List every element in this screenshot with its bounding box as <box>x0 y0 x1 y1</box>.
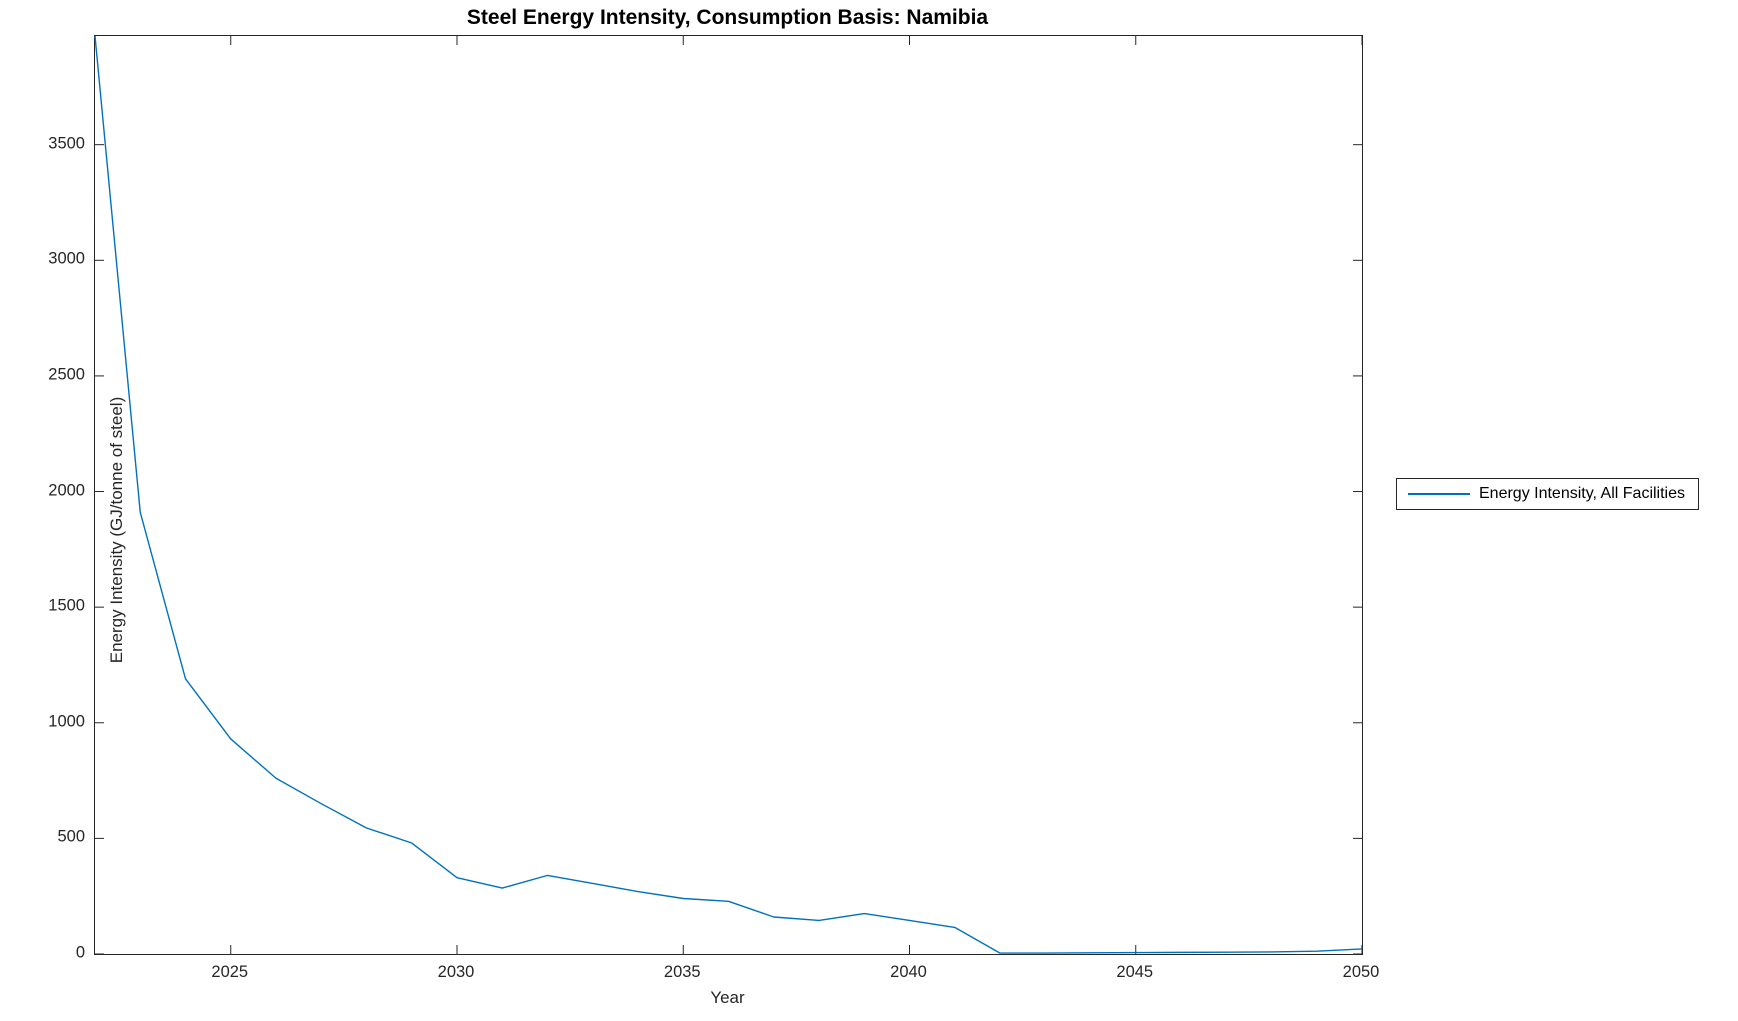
legend-line-sample-icon <box>1408 493 1470 495</box>
y-tick-labels: 0 500 1000 1500 2000 2500 3000 3500 <box>0 0 85 1021</box>
y-tick-label: 1500 <box>48 596 85 615</box>
series-line <box>94 35 1363 954</box>
y-tick-label: 3000 <box>48 249 85 268</box>
legend[interactable]: Energy Intensity, All Facilities <box>1396 478 1700 510</box>
x-tick-label: 2035 <box>663 963 701 981</box>
y-tick-label: 0 <box>75 943 85 962</box>
legend-entry-label: Energy Intensity, All Facilities <box>1479 485 1686 502</box>
y-tick-label: 2500 <box>48 365 85 384</box>
y-tick-label: 500 <box>57 827 85 846</box>
y-tick-label: 1000 <box>48 712 85 731</box>
x-tick-label: 2025 <box>211 963 249 981</box>
y-axis-label: Energy Intensity (GJ/tonne of steel) <box>107 396 126 664</box>
x-axis-label: Year <box>710 988 745 1007</box>
x-tick-label: 2045 <box>1116 963 1154 981</box>
x-tick-label: 2040 <box>890 963 927 981</box>
plot-area: Energy Intensity (GJ/tonne of steel) <box>94 35 1363 955</box>
y-tick-label: 3500 <box>48 134 85 153</box>
x-tick-label: 2050 <box>1342 963 1380 981</box>
x-tick-label: 2030 <box>437 963 475 981</box>
chart-title: Steel Energy Intensity, Consumption Basi… <box>466 6 989 29</box>
y-tick-label: 2000 <box>48 481 85 500</box>
line-chart <box>94 35 1363 955</box>
x-tick-labels: 2025 2030 2035 2040 2045 2050 <box>0 963 1738 987</box>
